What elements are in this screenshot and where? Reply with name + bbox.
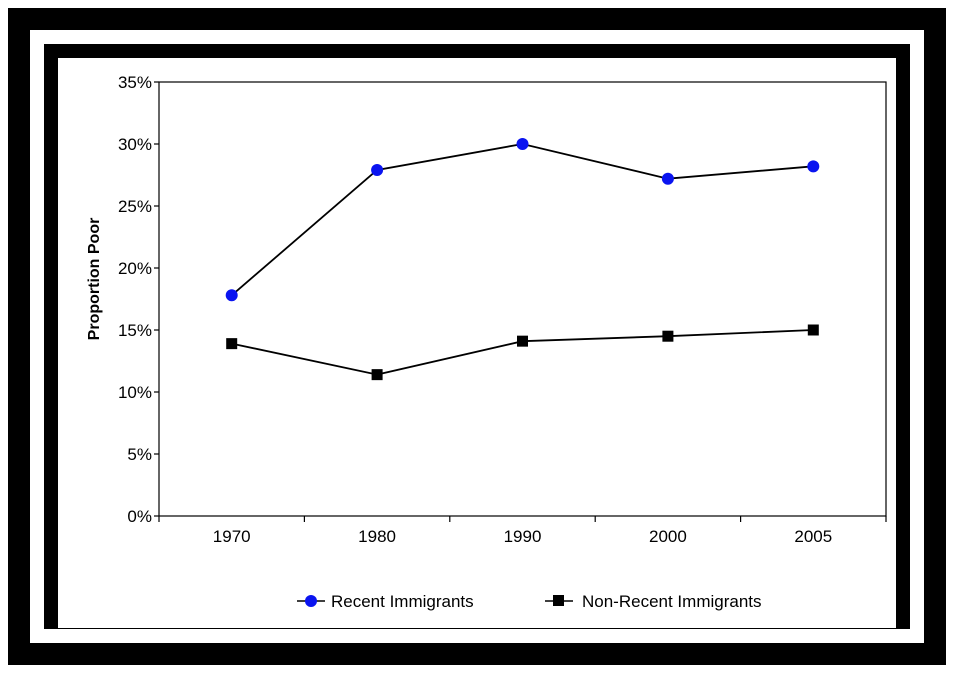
data-point-non-recent-immigrants bbox=[371, 369, 383, 381]
x-tick-label: 1970 bbox=[213, 527, 251, 546]
y-tick-label: 5% bbox=[127, 445, 152, 464]
y-axis: 0% 5% 10% 15% 20% 25% 30% 35% bbox=[118, 73, 159, 526]
x-tick-label: 2005 bbox=[794, 527, 832, 546]
y-tick-label: 0% bbox=[127, 507, 152, 526]
data-point-non-recent-immigrants bbox=[226, 338, 238, 350]
x-axis: 1970 1980 1990 2000 2005 bbox=[158, 516, 887, 546]
y-tick-label: 35% bbox=[118, 73, 152, 92]
data-point-recent-immigrants bbox=[661, 172, 674, 185]
legend-label-recent: Recent Immigrants bbox=[331, 592, 474, 611]
y-axis-label: Proportion Poor bbox=[86, 218, 103, 341]
data-point-recent-immigrants bbox=[807, 160, 820, 173]
data-point-non-recent-immigrants bbox=[517, 335, 528, 347]
y-tick-label: 25% bbox=[118, 197, 152, 216]
data-point-non-recent-immigrants bbox=[662, 330, 674, 342]
plot-area bbox=[158, 81, 887, 517]
y-tick-label: 30% bbox=[118, 135, 152, 154]
series-layer bbox=[225, 138, 820, 381]
legend-marker-recent bbox=[305, 595, 317, 607]
data-point-recent-immigrants bbox=[516, 138, 529, 150]
legend-marker-nonrecent bbox=[553, 595, 564, 606]
y-tick-label: 10% bbox=[118, 383, 152, 402]
x-tick-label: 1980 bbox=[358, 527, 396, 546]
y-tick-label: 20% bbox=[118, 259, 152, 278]
legend-label-nonrecent: Non-Recent Immigrants bbox=[582, 592, 762, 611]
data-point-recent-immigrants bbox=[371, 164, 384, 177]
y-tick-label: 15% bbox=[118, 321, 152, 340]
x-tick-label: 1990 bbox=[504, 527, 542, 546]
x-tick-label: 2000 bbox=[649, 527, 687, 546]
data-point-recent-immigrants bbox=[225, 289, 238, 302]
chart-area bbox=[58, 58, 896, 628]
data-point-non-recent-immigrants bbox=[807, 324, 819, 336]
legend: Recent Immigrants Non-Recent Immigrants bbox=[297, 592, 762, 611]
